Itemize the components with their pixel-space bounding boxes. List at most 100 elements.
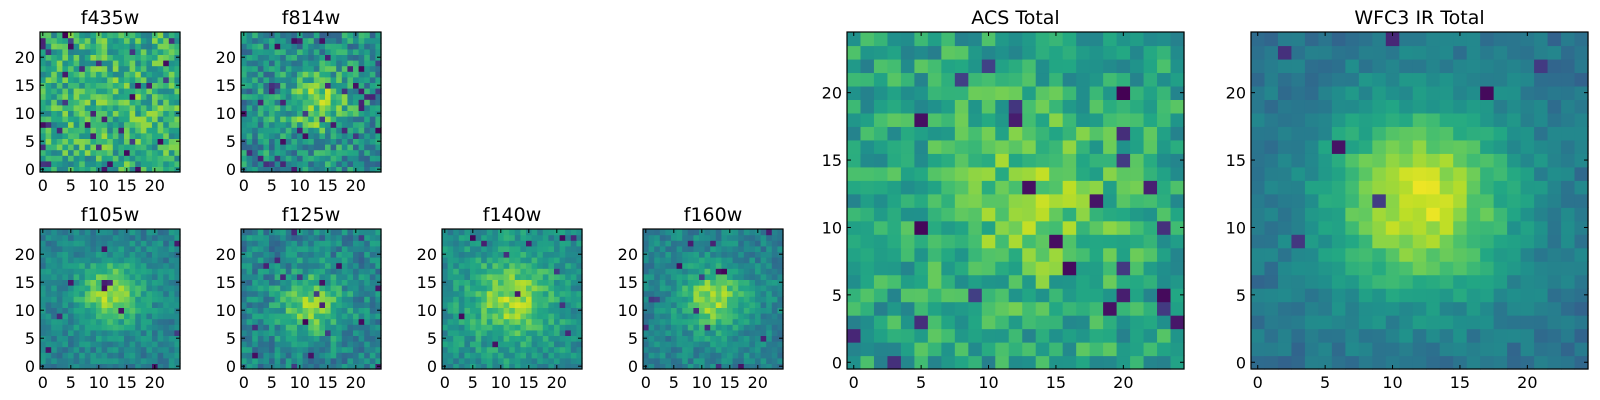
pixel — [927, 234, 942, 249]
pixel — [442, 352, 449, 359]
pixel — [257, 99, 264, 106]
pixel — [135, 318, 142, 325]
pixel — [308, 99, 315, 106]
pixel — [308, 290, 315, 297]
pixel — [565, 352, 572, 359]
pixel — [146, 290, 153, 297]
pixel — [347, 149, 354, 156]
pixel — [168, 54, 175, 61]
pixel — [40, 352, 47, 359]
pixel — [157, 307, 164, 314]
pixel — [704, 229, 711, 236]
pixel — [330, 93, 337, 100]
pixel — [112, 32, 119, 39]
pixel — [168, 329, 175, 336]
pixel — [1520, 342, 1535, 357]
pixel — [246, 273, 253, 280]
pixel — [112, 116, 119, 123]
pixel — [62, 352, 69, 359]
pixel — [1318, 315, 1333, 330]
pixel — [51, 240, 58, 247]
pixel — [291, 273, 298, 280]
pixel — [369, 229, 376, 236]
pixel — [732, 229, 739, 236]
pixel — [291, 149, 298, 156]
pixel — [995, 112, 1010, 127]
pixel — [96, 37, 103, 44]
title-f125w: f125w — [282, 204, 341, 226]
pixel — [1547, 220, 1562, 235]
pixel — [313, 116, 320, 123]
pixel — [257, 37, 264, 44]
pixel — [336, 149, 343, 156]
pixel — [1130, 193, 1145, 208]
pixel — [941, 45, 956, 60]
pixel — [492, 313, 499, 320]
pixel — [135, 307, 142, 314]
pixel — [542, 262, 549, 269]
pixel — [520, 240, 527, 247]
pixel — [1089, 220, 1104, 235]
pixel — [96, 335, 103, 342]
pixel — [336, 268, 343, 275]
pixel — [129, 155, 136, 162]
pixel — [325, 76, 332, 83]
pixel — [542, 313, 549, 320]
pixel — [56, 290, 63, 297]
pixel — [981, 234, 996, 249]
pixel — [699, 346, 706, 353]
pixel — [710, 296, 717, 303]
pixel — [174, 127, 181, 134]
pixel — [860, 166, 875, 181]
pixel — [257, 48, 264, 55]
pixel — [699, 273, 706, 280]
pixel — [954, 139, 969, 154]
pixel — [542, 318, 549, 325]
pixel — [56, 99, 63, 106]
pixel — [364, 166, 371, 173]
pixel — [313, 155, 320, 162]
pixel — [157, 296, 164, 303]
pixel — [676, 335, 683, 342]
pixel — [509, 229, 516, 236]
pixel — [1412, 220, 1427, 235]
pixel — [285, 245, 292, 252]
pixel — [559, 262, 566, 269]
pixel — [257, 335, 264, 342]
pixel — [308, 279, 315, 286]
pixel — [146, 285, 153, 292]
pixel — [687, 262, 694, 269]
pixel — [241, 324, 248, 331]
pixel — [464, 346, 471, 353]
pixel — [887, 99, 902, 114]
pixel — [341, 155, 348, 162]
pixel — [257, 324, 264, 331]
x-tick-label: 5 — [916, 373, 926, 392]
pixel — [1170, 234, 1185, 249]
pixel — [263, 104, 270, 111]
pixel — [118, 71, 125, 78]
pixel — [140, 262, 147, 269]
pixel — [252, 257, 259, 264]
pixel — [648, 329, 655, 336]
pixel — [45, 285, 52, 292]
pixel — [118, 257, 125, 264]
pixel — [302, 104, 309, 111]
pixel — [174, 132, 181, 139]
pixel — [353, 110, 360, 117]
pixel — [336, 93, 343, 100]
pixel — [246, 93, 253, 100]
pixel — [554, 251, 561, 258]
pixel — [509, 318, 516, 325]
pixel — [358, 60, 365, 67]
pixel — [84, 71, 91, 78]
pixel — [1291, 220, 1306, 235]
pixel — [743, 229, 750, 236]
pixel — [771, 240, 778, 247]
pixel — [263, 144, 270, 151]
pixel — [285, 71, 292, 78]
pixel — [297, 99, 304, 106]
pixel — [56, 88, 63, 95]
pixel — [453, 262, 460, 269]
pixel — [498, 262, 505, 269]
